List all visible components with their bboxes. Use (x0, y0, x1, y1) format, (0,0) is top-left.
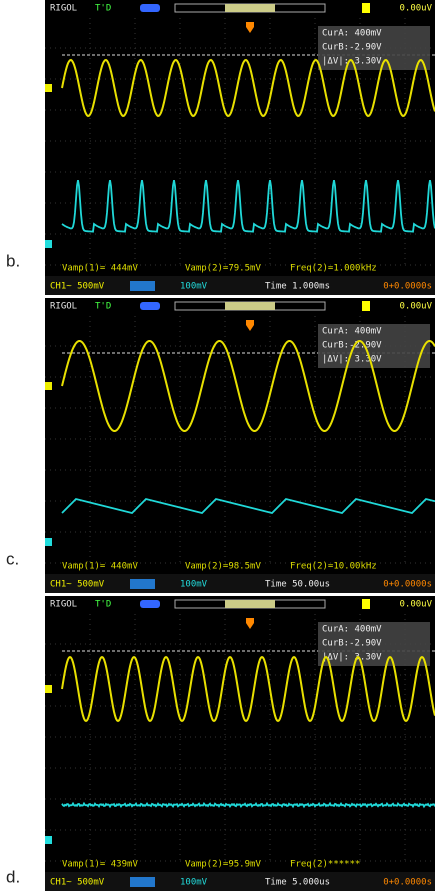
ch2-scale: 100mV (180, 282, 208, 292)
cursor-readout: CurA: 400mV (322, 29, 382, 39)
brand: RIGOL (50, 302, 77, 312)
timebase: Time 5.000us (265, 878, 330, 888)
brand: RIGOL (50, 600, 77, 610)
ch1-scale: CH1~ 500mV (50, 282, 105, 292)
timebase: Time 1.000ms (265, 282, 330, 292)
memory-icon (140, 4, 160, 12)
memory-icon (140, 600, 160, 608)
cursor-readout: CurB:-2.90V (322, 639, 382, 649)
timebase-window (225, 600, 275, 608)
trigger-icon (362, 301, 370, 311)
measurement: Vamp(2)=79.5mV (185, 264, 261, 274)
cursor-readout: |ΔV|: 3.30V (322, 653, 382, 663)
ch1-scale: CH1~ 500mV (50, 878, 105, 888)
ch1-marker (45, 84, 52, 92)
measurement: Freq(2)=10.00kHz (290, 562, 377, 572)
memory-icon (140, 302, 160, 310)
cursor-readout: CurA: 400mV (322, 327, 382, 337)
brand: RIGOL (50, 4, 77, 14)
panel-label: b. (6, 251, 20, 270)
measurement: Vamp(1)= 440mV (62, 562, 138, 572)
trigger-level: 0.00uV (399, 600, 432, 610)
timebase-window (225, 302, 275, 310)
trigger-level: 0.00uV (399, 302, 432, 312)
trigger-status: T'D (95, 600, 111, 610)
trigger-level: 0.00uV (399, 4, 432, 14)
ch2-scale: 100mV (180, 580, 208, 590)
trigger-icon (362, 3, 370, 13)
ch1-scale: CH1~ 500mV (50, 580, 105, 590)
measurement: Freq(2)****** (290, 860, 360, 870)
trigger-icon (362, 599, 370, 609)
ch1-marker (45, 685, 52, 693)
measurement: Vamp(2)=98.5mV (185, 562, 261, 572)
trigger-offset: 0+0.0000s (383, 282, 432, 292)
timebase: Time 50.00us (265, 580, 330, 590)
trigger-status: T'D (95, 302, 111, 312)
panel-label: c. (6, 549, 19, 568)
measurement: Freq(2)=1.000kHz (290, 264, 377, 274)
cursor-readout: |ΔV|: 3.30V (322, 355, 382, 365)
ch1-marker (45, 382, 52, 390)
cursor-readout: CurB:-2.90V (322, 43, 382, 53)
ch2-marker (45, 538, 52, 546)
ch2-badge (130, 877, 155, 887)
measurement: Vamp(1)= 439mV (62, 860, 138, 870)
panel-label: d. (6, 867, 20, 886)
trigger-status: T'D (95, 4, 111, 14)
trigger-offset: 0+0.0000s (383, 878, 432, 888)
measurement: Vamp(1)= 444mV (62, 264, 138, 274)
figure: b. RIGOL T'D 0.00uV CurA: 400mV CurB:-2.90V |Δ… (0, 0, 435, 893)
trigger-offset: 0+0.0000s (383, 580, 432, 590)
ch2-marker (45, 836, 52, 844)
ch2-scale: 100mV (180, 878, 208, 888)
measurement: Vamp(2)=95.9mV (185, 860, 261, 870)
timebase-window (225, 4, 275, 12)
ch2-badge (130, 579, 155, 589)
scope-panel: d. RIGOL T'D 0.00uV CurA: 400mV CurB:-2.90V |Δ… (6, 596, 435, 891)
cursor-readout: CurA: 400mV (322, 625, 382, 635)
ch2-marker (45, 240, 52, 248)
ch2-badge (130, 281, 155, 291)
